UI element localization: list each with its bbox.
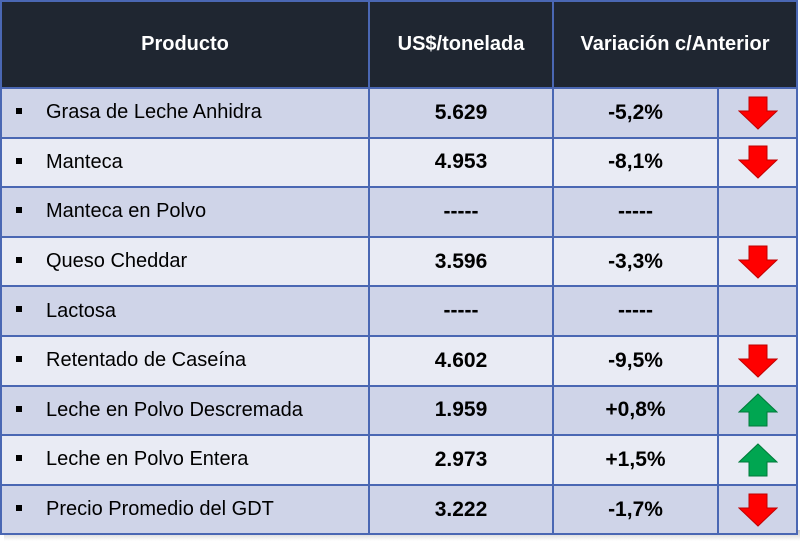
table-row: Leche en Polvo Entera 2.973 +1,5% [0, 434, 798, 486]
arrow-down-icon [737, 344, 778, 378]
cell-producto: Grasa de Leche Anhidra [0, 87, 370, 139]
arrow-up-icon [737, 443, 778, 477]
cell-precio: 3.222 [368, 483, 554, 536]
cell-producto: Queso Cheddar [0, 235, 370, 288]
cell-variacion: -1,7% [552, 483, 719, 536]
product-name: Leche en Polvo Entera [46, 448, 249, 471]
table-row: Manteca en Polvo ----- ----- [0, 186, 798, 238]
cell-producto: Leche en Polvo Descremada [0, 384, 370, 437]
arrow-down-icon [737, 493, 778, 527]
bullet-icon [16, 207, 22, 214]
bullet-icon [16, 306, 22, 313]
cell-variacion: -3,3% [552, 235, 719, 288]
header-producto: Producto [0, 0, 370, 89]
product-name: Manteca [46, 150, 123, 173]
cell-precio: 3.596 [368, 235, 554, 288]
cell-producto: Leche en Polvo Entera [0, 434, 370, 486]
cell-variacion: -9,5% [552, 334, 719, 387]
bullet-icon [16, 405, 22, 412]
cell-producto: Manteca en Polvo [0, 186, 370, 238]
cell-precio: ----- [368, 285, 554, 337]
cell-precio: ----- [368, 186, 554, 238]
arrow-down-shape [737, 145, 778, 180]
cell-producto: Retentado de Caseína [0, 334, 370, 387]
table-row: Queso Cheddar 3.596 -3,3% [0, 235, 798, 288]
arrow-down-shape [737, 493, 778, 527]
header-row: Producto US$/tonelada Variación c/Anteri… [0, 0, 798, 89]
product-name: Leche en Polvo Descremada [46, 398, 303, 421]
header-precio: US$/tonelada [368, 0, 554, 89]
cell-trend [717, 285, 798, 337]
cell-trend [717, 384, 798, 437]
product-name: Retentado de Caseína [46, 349, 247, 372]
cell-producto: Precio Promedio del GDT [0, 483, 370, 536]
arrow-up-shape [737, 443, 778, 477]
product-name: Grasa de Leche Anhidra [46, 101, 262, 124]
product-name: Queso Cheddar [46, 250, 188, 273]
bullet-icon [16, 256, 22, 263]
cell-variacion: +0,8% [552, 384, 719, 437]
bullet-icon [16, 355, 22, 362]
cell-producto: Lactosa [0, 285, 370, 337]
cell-variacion: -8,1% [552, 136, 719, 189]
table-shadow [4, 530, 800, 541]
bullet-icon [16, 108, 22, 115]
arrow-up-icon [737, 393, 778, 427]
cell-precio: 2.973 [368, 434, 554, 486]
product-name: Precio Promedio del GDT [46, 498, 274, 521]
cell-precio: 4.602 [368, 334, 554, 387]
cell-trend [717, 334, 798, 387]
bullet-icon [16, 504, 22, 511]
cell-trend [717, 186, 798, 238]
cell-precio: 5.629 [368, 87, 554, 139]
arrow-down-shape [737, 344, 778, 378]
cell-trend [717, 235, 798, 288]
arrow-down-icon [737, 245, 778, 279]
cell-variacion: ----- [552, 186, 719, 238]
arrow-down-shape [737, 245, 778, 279]
product-name: Manteca en Polvo [46, 200, 207, 223]
table-row: Grasa de Leche Anhidra 5.629 -5,2% [0, 87, 798, 139]
cell-variacion: ----- [552, 285, 719, 337]
cell-trend [717, 483, 798, 536]
table-row: Leche en Polvo Descremada 1.959 +0,8% [0, 384, 798, 437]
cell-trend [717, 136, 798, 189]
cell-producto: Manteca [0, 136, 370, 189]
table-row: Lactosa ----- ----- [0, 285, 798, 337]
table-row: Retentado de Caseína 4.602 -9,5% [0, 334, 798, 387]
cell-trend [717, 434, 798, 486]
bullet-icon [16, 455, 22, 462]
arrow-down-shape [737, 96, 778, 130]
arrow-up-shape [737, 393, 778, 427]
cell-variacion: -5,2% [552, 87, 719, 139]
cell-variacion: +1,5% [552, 434, 719, 486]
product-name: Lactosa [46, 299, 117, 322]
header-variacion: Variación c/Anterior [552, 0, 798, 89]
cell-precio: 1.959 [368, 384, 554, 437]
bullet-icon [16, 157, 22, 164]
arrow-down-icon [737, 145, 778, 180]
arrow-down-icon [737, 96, 778, 130]
table-row: Precio Promedio del GDT 3.222 -1,7% [0, 483, 798, 536]
table-row: Manteca 4.953 -8,1% [0, 136, 798, 189]
cell-trend [717, 87, 798, 139]
cell-precio: 4.953 [368, 136, 554, 189]
